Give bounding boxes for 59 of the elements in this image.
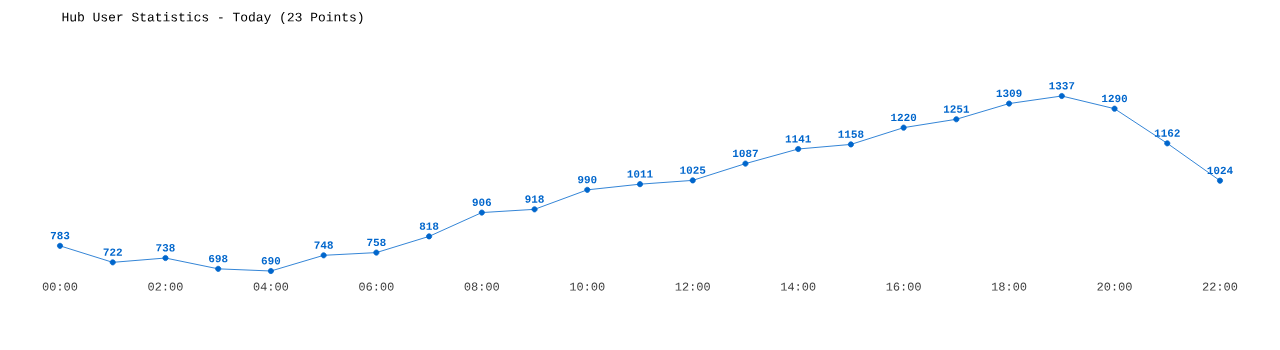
data-label: 1141 <box>785 135 811 143</box>
x-tick-label: 12:00 <box>675 282 710 291</box>
data-label: 1087 <box>733 149 758 158</box>
x-tick-label: 04:00 <box>253 282 289 291</box>
x-tick-label: 18:00 <box>992 282 1027 291</box>
point <box>637 181 643 188</box>
point <box>109 259 116 266</box>
point <box>1216 177 1223 184</box>
data-label: 748 <box>314 241 333 249</box>
data-label: 783 <box>50 231 70 240</box>
data-label: 1337 <box>1049 82 1075 90</box>
data-label: 1162 <box>1154 129 1180 137</box>
data-label: 1011 <box>627 170 653 178</box>
point <box>267 268 274 274</box>
point <box>953 116 960 123</box>
x-tick-label: 16:00 <box>886 282 921 291</box>
point <box>1164 140 1171 147</box>
data-label: 698 <box>208 254 228 263</box>
point <box>215 265 222 272</box>
chart-title: Hub User Statistics - Today (23 Points) <box>62 11 363 25</box>
point <box>373 249 380 256</box>
x-tick-label: 06:00 <box>359 282 394 291</box>
point <box>1111 105 1118 112</box>
x-tick-label: 08:00 <box>464 282 500 291</box>
data-label: 690 <box>261 257 281 265</box>
point <box>847 141 854 148</box>
point <box>900 124 907 131</box>
point <box>531 206 538 213</box>
point <box>57 242 64 249</box>
x-tick-label: 02:00 <box>148 282 183 291</box>
point <box>1006 100 1013 107</box>
point <box>1058 92 1065 99</box>
point <box>320 252 327 259</box>
x-tick-label: 10:00 <box>570 282 605 291</box>
point <box>689 177 696 184</box>
data-label: 758 <box>367 238 386 247</box>
data-label: 1158 <box>838 130 864 138</box>
x-tick-label: 22:00 <box>1202 282 1238 291</box>
data-label: 1024 <box>1207 166 1233 175</box>
data-label: 738 <box>156 244 175 252</box>
data-label: 1309 <box>996 89 1022 98</box>
data-label: 1025 <box>680 166 706 174</box>
point <box>584 186 591 193</box>
data-label: 722 <box>103 248 122 256</box>
point <box>426 233 433 240</box>
point <box>162 255 169 262</box>
point <box>478 209 485 216</box>
data-label: 918 <box>525 195 544 203</box>
data-label: 1220 <box>891 113 917 122</box>
x-tick-label: 20:00 <box>1097 282 1132 291</box>
point <box>795 146 802 153</box>
data-label: 990 <box>578 175 597 184</box>
data-label: 818 <box>419 222 439 230</box>
data-label: 1290 <box>1102 94 1128 103</box>
point <box>742 160 749 167</box>
x-tick-label: 00:00 <box>42 282 78 291</box>
x-tick-label: 14:00 <box>781 282 816 291</box>
data-label: 1251 <box>943 105 970 113</box>
data-label: 906 <box>472 198 492 207</box>
